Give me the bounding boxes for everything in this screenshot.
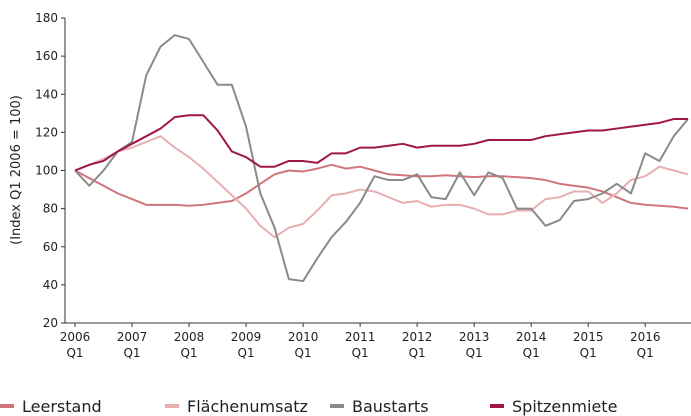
y-tick-label: 120 bbox=[35, 125, 58, 139]
y-tick-label: 140 bbox=[35, 87, 58, 101]
x-tick-label: 2011 Q1 bbox=[345, 330, 376, 360]
x-tick-label: 2008 Q1 bbox=[174, 330, 205, 360]
x-tick-label: 2009 Q1 bbox=[231, 330, 262, 360]
legend-label: Baustarts bbox=[352, 397, 429, 416]
y-tick-label: 40 bbox=[43, 278, 58, 292]
x-tick-label: 2012 Q1 bbox=[402, 330, 433, 360]
legend: Leerstand Flächenumsatz Baustarts Spitzenmi… bbox=[0, 397, 617, 416]
x-tick-label: 2007 Q1 bbox=[117, 330, 148, 360]
y-tick-label: 180 bbox=[35, 11, 58, 25]
y-axis-label: (Index Q1 2006 = 100) bbox=[9, 95, 24, 245]
series-line bbox=[74, 114, 688, 172]
x-tick-label: 2010 Q1 bbox=[288, 330, 319, 360]
x-tick-label: 2015 Q1 bbox=[573, 330, 604, 360]
legend-label: Spitzenmiete bbox=[512, 397, 617, 416]
y-tick-label: 60 bbox=[43, 240, 58, 254]
y-tick-label: 20 bbox=[43, 316, 58, 330]
x-tick-label: 2013 Q1 bbox=[459, 330, 490, 360]
series-line bbox=[74, 135, 689, 239]
series-line bbox=[74, 163, 689, 210]
y-tick-label: 100 bbox=[35, 164, 58, 178]
series-line bbox=[74, 34, 689, 283]
legend-label: Leerstand bbox=[22, 397, 102, 416]
x-tick-label: 2016 Q1 bbox=[630, 330, 661, 360]
x-tick-label: 2006 Q1 bbox=[60, 330, 91, 360]
y-tick-label: 160 bbox=[35, 49, 58, 63]
legend-label: Flächenumsatz bbox=[187, 397, 308, 416]
x-tick-label: 2014 Q1 bbox=[516, 330, 547, 360]
y-tick-label: 80 bbox=[43, 202, 58, 216]
